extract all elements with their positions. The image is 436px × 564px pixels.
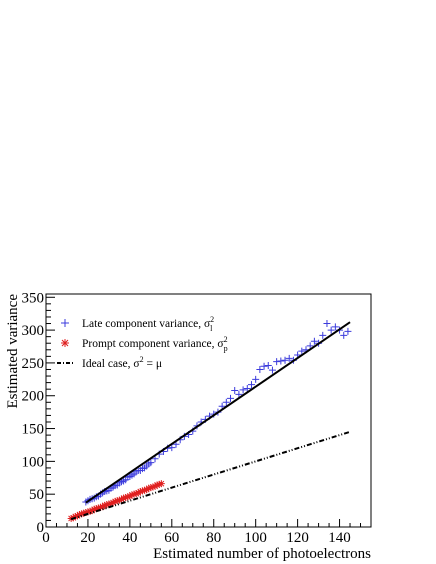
- late-data-point: [319, 331, 327, 339]
- prompt-data-point: [117, 495, 125, 503]
- prompt-data-point: [101, 501, 109, 509]
- prompt-data-point: [92, 505, 100, 513]
- x-tick-label: 40: [122, 530, 137, 546]
- prompt-data-point: [126, 492, 134, 500]
- y-tick-label: 100: [22, 454, 45, 470]
- prompt-data-point: [141, 486, 149, 494]
- late-data-point: [239, 386, 247, 394]
- late-data-point: [222, 398, 230, 406]
- prompt-data-point: [149, 483, 157, 491]
- late-data-point: [277, 357, 285, 365]
- legend-entry-late: Late component variance, σ2 l: [82, 315, 214, 333]
- prompt-data-point: [105, 500, 113, 508]
- plot-frame: [45, 293, 372, 528]
- x-tick-label: 100: [244, 530, 267, 546]
- prompt-data-point: [145, 484, 153, 492]
- prompt-data-point: [151, 482, 159, 490]
- legend-entry-prompt: Prompt component variance, σ2 p: [82, 335, 228, 353]
- prompt-data-point: [124, 493, 132, 501]
- prompt-data-point: [155, 480, 163, 488]
- late-data-point: [260, 362, 268, 370]
- x-tick-label: 0: [42, 530, 50, 546]
- legend-plus-marker: [61, 319, 69, 327]
- prompt-data-point: [147, 484, 155, 492]
- prompt-data-point: [88, 507, 96, 515]
- y-tick-label: 200: [22, 389, 45, 405]
- x-tick-label: 120: [286, 530, 309, 546]
- late-data-point: [273, 358, 281, 366]
- prompt-data-point: [138, 487, 146, 495]
- prompt-data-point: [132, 490, 140, 498]
- late-data-point: [306, 342, 314, 350]
- x-tick-label: 140: [328, 530, 351, 546]
- fit-line: [85, 321, 351, 504]
- y-axis-label: Estimated variance: [5, 294, 21, 409]
- y-tick-label: 50: [29, 487, 44, 503]
- prompt-data-point: [97, 503, 105, 511]
- late-data-point: [281, 356, 289, 364]
- prompt-data-point: [113, 497, 121, 505]
- prompt-data-point: [99, 503, 107, 511]
- prompt-data-point: [120, 494, 128, 502]
- late-data-point: [231, 386, 239, 394]
- late-data-point: [298, 347, 306, 355]
- late-data-point: [340, 331, 348, 339]
- prompt-data-point: [128, 491, 136, 499]
- prompt-data-point: [78, 510, 86, 518]
- prompt-data-point: [111, 497, 119, 505]
- legend-star-marker: [61, 339, 69, 347]
- late-data-point: [252, 375, 260, 383]
- x-tick-label: 20: [80, 530, 95, 546]
- prompt-data-point: [157, 480, 165, 488]
- prompt-data-point: [153, 481, 161, 489]
- late-data-point: [247, 381, 255, 389]
- prompt-data-point: [86, 507, 94, 515]
- prompt-data-point: [107, 499, 115, 507]
- prompt-data-point: [109, 499, 117, 507]
- x-axis-label: Estimated number of photoelectrons: [153, 546, 371, 562]
- prompt-data-point: [71, 512, 79, 520]
- prompt-data-point: [122, 493, 130, 501]
- ideal-case-line: [70, 430, 351, 521]
- prompt-data-point: [80, 509, 88, 517]
- prompt-data-point: [136, 488, 144, 496]
- prompt-data-point: [134, 489, 142, 497]
- legend-entry-ideal: Ideal case, σ2 = μ: [82, 355, 162, 370]
- late-data-point: [268, 366, 276, 374]
- late-data-point: [285, 354, 293, 362]
- y-tick-label: 350: [22, 290, 45, 306]
- prompt-data-point: [90, 505, 98, 513]
- prompt-data-point: [115, 496, 123, 504]
- prompt-data-point: [94, 504, 102, 512]
- late-data-point: [256, 365, 264, 373]
- prompt-data-point: [76, 511, 84, 519]
- x-tick-label: 60: [164, 530, 179, 546]
- prompt-data-point: [130, 490, 138, 498]
- y-tick-label: 250: [22, 356, 45, 372]
- prompt-data-point: [73, 512, 81, 520]
- prompt-data-point: [84, 508, 92, 516]
- late-data-point: [227, 394, 235, 402]
- prompt-data-point: [82, 509, 90, 517]
- late-data-point: [147, 459, 155, 467]
- late-data-point: [264, 362, 272, 370]
- prompt-data-point: [143, 486, 151, 494]
- y-tick-label: 150: [22, 422, 45, 438]
- late-data-point: [344, 327, 352, 335]
- prompt-data-point: [103, 501, 111, 509]
- late-data-point: [168, 444, 176, 452]
- y-tick-label: 300: [22, 323, 45, 339]
- late-data-point: [235, 390, 243, 398]
- late-data-point: [243, 385, 251, 393]
- late-data-point: [323, 320, 331, 328]
- y-tick-label: 0: [37, 520, 45, 536]
- late-data-point: [310, 337, 318, 345]
- late-data-point: [327, 326, 335, 334]
- late-data-point: [331, 323, 339, 331]
- x-tick-label: 80: [206, 530, 221, 546]
